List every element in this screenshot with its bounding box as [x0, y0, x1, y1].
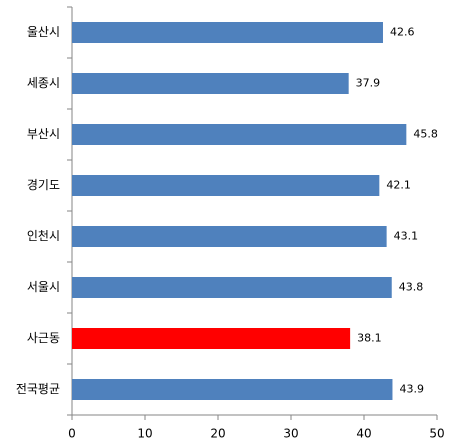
bar [72, 379, 393, 400]
y-tick-label: 경기도 [27, 178, 60, 192]
value-label: 37.9 [356, 77, 381, 90]
value-label: 43.9 [399, 383, 424, 396]
x-tick-label: 30 [283, 427, 298, 441]
x-tick-label: 10 [137, 427, 152, 441]
value-label: 43.8 [399, 281, 424, 294]
x-tick-label: 50 [429, 427, 444, 441]
value-label: 43.1 [394, 230, 419, 243]
x-tick-label: 40 [356, 427, 371, 441]
bar [72, 22, 383, 43]
bar [72, 328, 351, 349]
bar [72, 277, 392, 298]
y-tick-label: 부산시 [27, 127, 60, 141]
value-label: 45.8 [413, 128, 438, 141]
y-tick-label: 전국평균 [16, 382, 60, 396]
value-label: 42.6 [390, 26, 415, 39]
bar [72, 73, 349, 94]
bar [72, 124, 407, 145]
y-tick-label: 사근동 [27, 331, 60, 345]
x-tick-label: 20 [210, 427, 225, 441]
y-tick-label: 서울시 [27, 280, 60, 294]
bar [72, 226, 387, 247]
y-tick-label: 울산시 [27, 25, 60, 39]
y-tick-label: 세종시 [27, 76, 60, 90]
x-tick-label: 0 [68, 427, 76, 441]
bar [72, 175, 380, 196]
value-label: 38.1 [357, 332, 382, 345]
value-label: 42.1 [386, 179, 411, 192]
y-tick-label: 인천시 [27, 228, 60, 243]
